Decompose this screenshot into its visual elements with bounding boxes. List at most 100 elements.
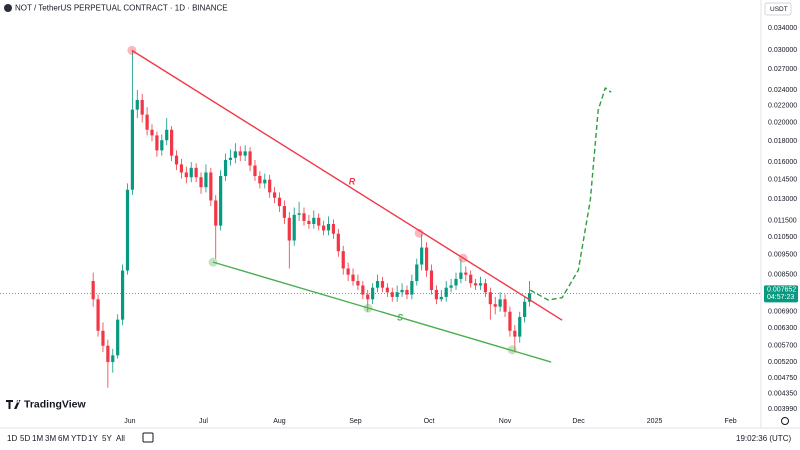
touch-point: [458, 253, 468, 263]
candle-body: [478, 283, 483, 286]
candle-body: [135, 99, 139, 110]
y-tick-label: 0.003990: [768, 406, 797, 413]
y-tick-label: 0.004750: [768, 375, 797, 382]
candle-body: [429, 270, 434, 290]
y-tick-label: 0.020000: [768, 119, 797, 126]
candle-body: [420, 247, 424, 265]
candle-body: [483, 283, 488, 293]
y-tick-label: 0.034000: [768, 25, 797, 32]
candle-body: [219, 176, 223, 226]
candle-body: [331, 224, 336, 234]
candle-body: [204, 172, 208, 188]
candle-body: [326, 224, 331, 231]
touch-point: [507, 345, 517, 355]
candle-body: [268, 179, 272, 193]
candle-body: [214, 200, 218, 226]
timeframe-button[interactable]: 6M: [58, 434, 69, 443]
candle-body: [464, 272, 468, 275]
candle-body: [415, 264, 419, 282]
timeframe-button[interactable]: 1D: [7, 434, 17, 443]
candle-body: [380, 281, 385, 288]
x-tick-label: Aug: [273, 418, 286, 425]
candle-body: [366, 294, 370, 300]
settings-icon[interactable]: [781, 417, 789, 425]
x-tick-label: 2025: [647, 418, 663, 425]
symbol-title: NOT / TetherUS PERPETUAL CONTRACT · 1D ·…: [15, 4, 228, 13]
candle-body: [223, 159, 228, 177]
candle-body: [140, 99, 144, 115]
candle-body: [424, 247, 429, 271]
candle-body: [498, 299, 502, 307]
y-tick-label: 0.008500: [768, 272, 797, 279]
currency-box[interactable]: [764, 2, 792, 16]
y-tick-label: 0.027000: [768, 66, 797, 73]
candle-body: [96, 299, 100, 331]
clock: 19:02:36 (UTC): [736, 434, 791, 443]
brand-logo: [6, 400, 21, 409]
candle-body: [449, 285, 453, 288]
candle-body: [194, 167, 198, 178]
timeframe-button[interactable]: 5D: [20, 434, 30, 443]
candle-body: [336, 233, 340, 252]
candle-body: [493, 304, 497, 307]
candle-body: [322, 225, 326, 231]
timeframe-button[interactable]: YTD: [71, 434, 87, 443]
symbol-icon: [4, 4, 12, 12]
candle-body: [518, 316, 522, 337]
candle-body: [361, 285, 365, 295]
candle-body: [474, 283, 478, 286]
candle-body: [405, 289, 409, 295]
y-tick-label: 0.010500: [768, 234, 797, 241]
last-price-label: 0.007652: [767, 287, 796, 294]
touch-point: [208, 257, 218, 267]
candle-body: [233, 151, 237, 158]
candle-body: [395, 292, 399, 297]
x-tick-label: Jun: [124, 418, 135, 425]
candle-body: [253, 165, 257, 177]
y-tick-label: 0.014500: [768, 177, 797, 184]
candle-body: [312, 217, 316, 225]
candle-body: [523, 301, 527, 317]
y-tick-label: 0.030000: [768, 47, 797, 54]
currency[interactable]: USDT: [770, 6, 788, 13]
date-range-icon[interactable]: [142, 432, 154, 443]
trendline: [212, 261, 552, 363]
timeframe-button[interactable]: 1Y: [88, 434, 98, 443]
candle-body: [292, 214, 296, 241]
y-tick-label: 0.013000: [768, 196, 797, 203]
candle-body: [297, 213, 301, 215]
candle-body: [228, 157, 233, 160]
candle-body: [170, 129, 174, 156]
y-tick-label: 0.016000: [768, 159, 797, 166]
x-tick-label: Nov: [499, 418, 512, 425]
candle-body: [439, 296, 443, 300]
x-tick-label: Oct: [424, 418, 435, 425]
y-tick-label: 0.005700: [768, 343, 797, 350]
y-tick-label: 0.024000: [768, 87, 797, 94]
timeframe-button[interactable]: 5Y: [102, 434, 112, 443]
candle-body: [199, 177, 203, 188]
candle-body: [160, 140, 164, 151]
candle-body: [174, 155, 179, 165]
brand-name: TradingView: [24, 398, 86, 410]
y-tick-label: 0.018000: [768, 138, 797, 145]
candle-body: [341, 251, 345, 269]
candle-body: [307, 220, 311, 225]
candle-body: [184, 172, 188, 178]
touch-point: [127, 45, 137, 55]
candle-body: [111, 355, 115, 363]
y-tick-label: 0.005200: [768, 359, 797, 366]
candle-body: [243, 151, 247, 156]
x-tick-label: Feb: [725, 418, 737, 425]
y-tick-label: 0.011500: [768, 218, 797, 225]
candle-body: [356, 281, 360, 286]
timeframe-button[interactable]: All: [116, 434, 125, 443]
trendline: [131, 49, 563, 321]
candle-body: [351, 274, 355, 282]
timeframe-button[interactable]: 1M: [32, 434, 43, 443]
candle-body: [272, 192, 277, 198]
timeframe-button[interactable]: 3M: [45, 434, 56, 443]
candle-body: [434, 289, 438, 300]
